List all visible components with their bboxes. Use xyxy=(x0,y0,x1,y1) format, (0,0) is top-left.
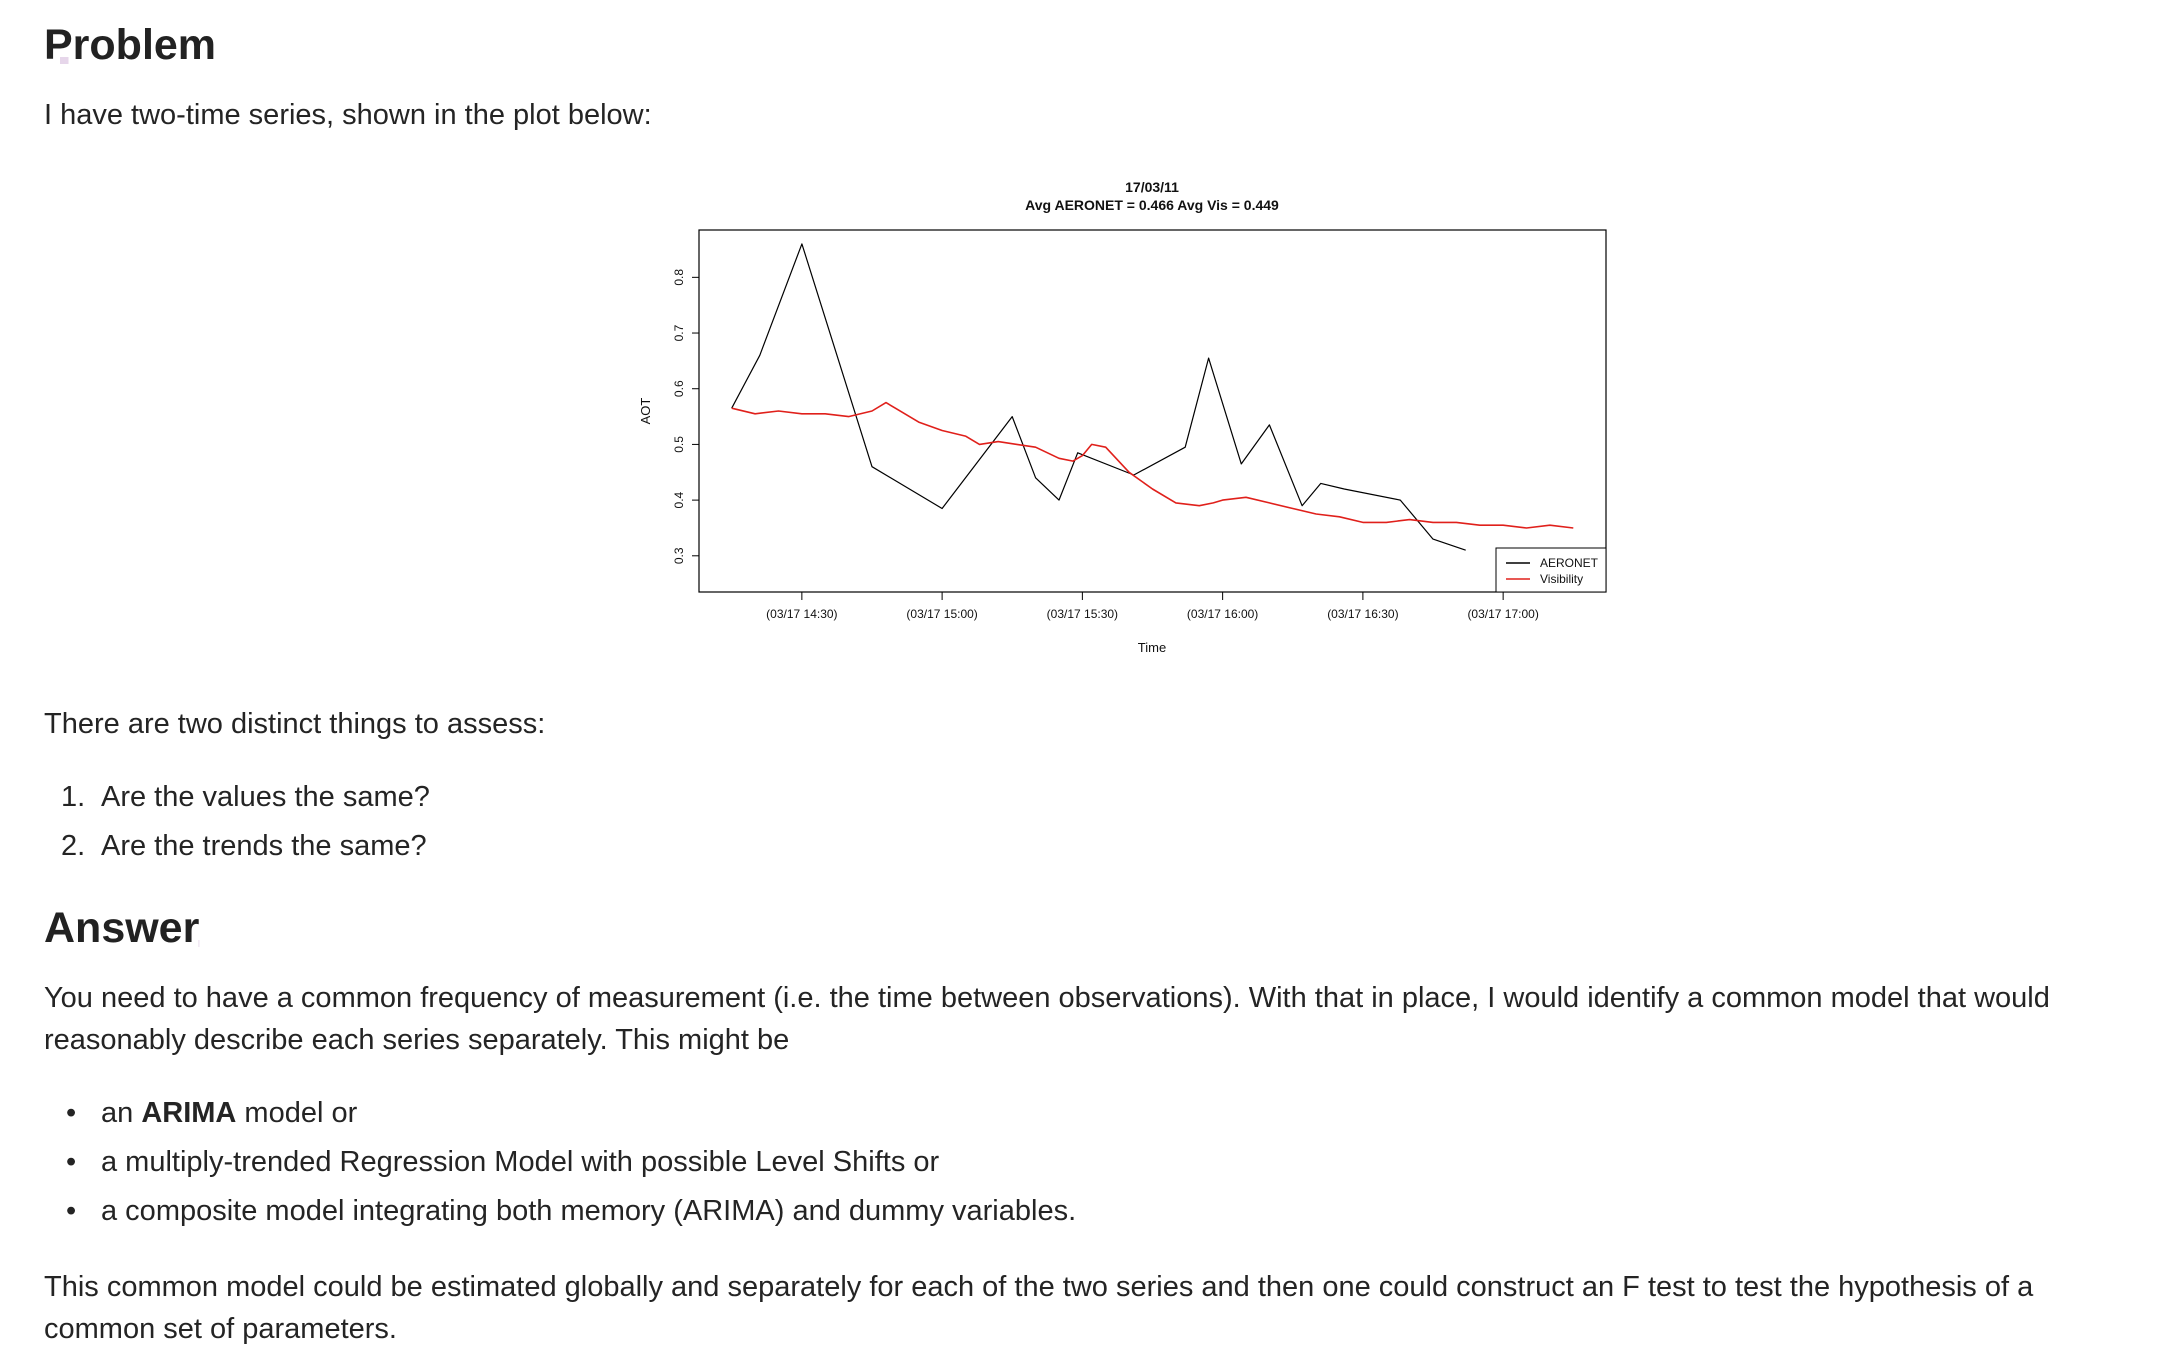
bullet-icon: • xyxy=(66,1195,77,1227)
y-tick-label: 0.7 xyxy=(672,324,686,341)
x-tick-label: (03/17 16:00) xyxy=(1187,607,1258,621)
list-item: • an ARIMA model or xyxy=(44,1089,1076,1138)
y-axis-label: AOT xyxy=(638,398,653,425)
question-text: Are the trends the same? xyxy=(101,830,427,862)
bullet-bold-text: ARIMA xyxy=(141,1097,237,1129)
plot-frame xyxy=(698,229,1607,593)
x-axis: (03/17 14:30) (03/17 15:00) (03/17 15:30) (… xyxy=(766,592,1539,621)
questions-list: 1. Are the values the same? 2. Are the tre… xyxy=(44,773,430,871)
y-tick-label: 0.3 xyxy=(672,547,686,564)
y-tick-label: 0.6 xyxy=(672,380,686,397)
time-series-chart: 17/03/11 Avg AERONET = 0.466 Avg Vis = 0… xyxy=(638,179,1607,655)
y-tick-label: 0.4 xyxy=(672,491,686,508)
bullet-text: an xyxy=(101,1097,142,1129)
assess-intro-text: There are two distinct things to assess: xyxy=(44,708,546,740)
y-tick-label: 0.8 xyxy=(672,269,686,286)
x-tick-label: (03/17 15:30) xyxy=(1047,607,1118,621)
bullet-text: model or xyxy=(236,1097,358,1129)
model-options-list: • an ARIMA model or • a multiply-trended R… xyxy=(44,1089,1076,1236)
problem-heading: Problem xyxy=(44,21,217,69)
y-axis: 0.3 0.4 0.5 0.6 0.7 0.8 xyxy=(672,269,699,564)
x-tick-label: (03/17 14:30) xyxy=(766,607,837,621)
answer-paragraph-2: This common model could be estimated glo… xyxy=(44,1271,2034,1345)
x-axis-label: Time xyxy=(1138,640,1166,655)
y-tick-label: 0.5 xyxy=(672,436,686,453)
series-line-visibility xyxy=(731,401,1574,529)
legend-box xyxy=(1495,547,1607,593)
bullet-text: a composite model integrating both memor… xyxy=(101,1195,1077,1227)
x-tick-label: (03/17 16:30) xyxy=(1327,607,1398,621)
list-item: • a composite model integrating both memo… xyxy=(44,1187,1076,1236)
x-tick-label: (03/17 17:00) xyxy=(1467,607,1538,621)
bullet-text: a multiply-trended Regression Model with… xyxy=(101,1146,940,1178)
chart-legend: AERONET Visibility xyxy=(1495,547,1607,593)
series-layer xyxy=(731,243,1574,551)
list-number: 1. xyxy=(61,781,86,813)
list-number: 2. xyxy=(61,830,86,862)
legend-label: Visibility xyxy=(1540,572,1583,586)
question-text: Are the values the same? xyxy=(101,781,430,813)
bullet-icon: • xyxy=(66,1146,77,1178)
answer-paragraph-1: You need to have a common frequency of m… xyxy=(44,982,2050,1056)
list-item: • a multiply-trended Regression Model wit… xyxy=(44,1138,1076,1187)
list-item: 2. Are the trends the same? xyxy=(44,822,430,871)
bullet-icon: • xyxy=(66,1097,77,1129)
x-tick-label: (03/17 15:00) xyxy=(906,607,977,621)
chart-title: 17/03/11 xyxy=(1125,179,1179,195)
legend-label: AERONET xyxy=(1540,556,1599,570)
list-item: 1. Are the values the same? xyxy=(44,773,430,822)
answer-heading: Answer xyxy=(44,904,200,952)
series-line-aeronet xyxy=(731,243,1466,551)
problem-intro-text: I have two-time series, shown in the plo… xyxy=(44,99,652,131)
chart-subtitle: Avg AERONET = 0.466 Avg Vis = 0.449 xyxy=(1025,197,1279,213)
